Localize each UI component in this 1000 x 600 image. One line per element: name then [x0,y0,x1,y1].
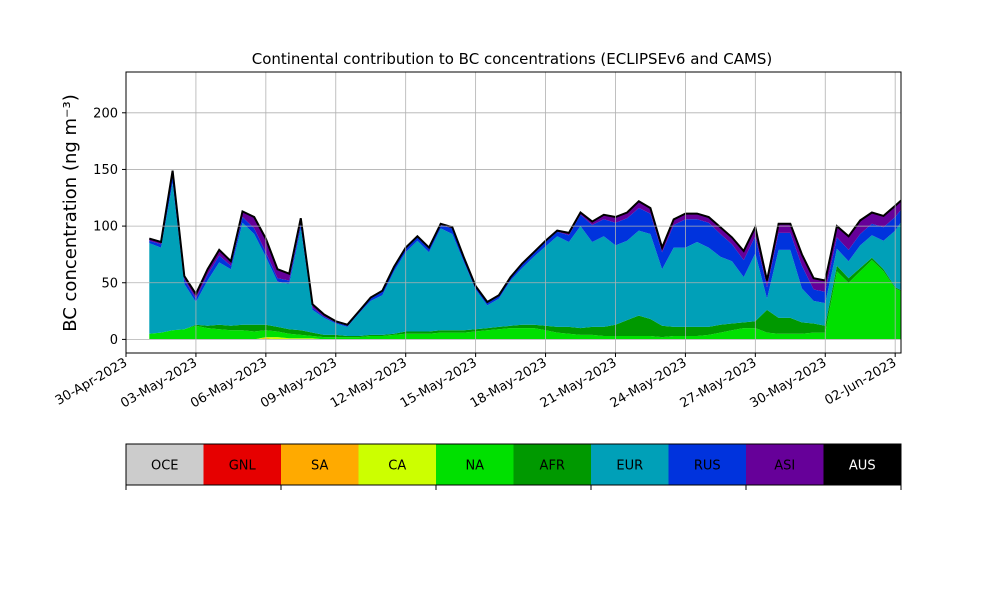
plot-area: 30-Apr-202303-May-202306-May-202309-May-… [53,71,902,411]
legend-frame [125,443,902,486]
x-tick-label: 12-May-2023 [328,355,410,411]
legend-swatch-eur [591,444,669,485]
x-tick-label: 03-May-2023 [118,355,200,411]
legend-swatch-sa [281,444,359,485]
y-tick-label: 50 [101,276,118,291]
legend-label-asi: ASI [774,459,795,474]
x-tick-label: 15-May-2023 [398,355,480,411]
series-area-afr [149,257,901,338]
x-tick-label: 06-May-2023 [188,355,270,411]
x-tick-label: 21-May-2023 [538,355,620,411]
x-tick-label: 30-Apr-2023 [53,355,130,408]
legend-swatch-na [436,444,514,485]
y-tick-label: 100 [93,220,118,235]
legend: OCE GNL SA CA NA AFR EUR RUS ASI AUS [125,443,902,490]
total-line [149,170,901,326]
series-area-rus [149,174,901,327]
x-tick-label: 18-May-2023 [468,355,550,411]
legend-label-ca: CA [388,459,406,474]
x-tick-label: 02-Jun-2023 [822,355,899,408]
legend-swatch-gnl [203,444,281,485]
x-tick-label: 30-May-2023 [748,355,830,411]
x-tick-label: 27-May-2023 [678,355,760,411]
legend-label-sa: SA [311,459,328,474]
plot-frame [125,71,902,354]
legend-label-afr: AFR [540,459,565,474]
x-tick-label: 24-May-2023 [608,355,690,411]
legend-label-eur: EUR [616,459,643,474]
series-area-eur [149,183,901,336]
legend-swatch-oce [126,444,204,485]
y-tick-label: 200 [93,106,118,121]
legend-label-aus: AUS [849,459,876,474]
series-area-na [149,260,901,340]
x-tick-label: 09-May-2023 [258,355,340,411]
series-areas [149,170,901,340]
y-axis-label: BC concentration (ng m⁻³) [60,94,81,332]
y-tick-label: 150 [93,163,118,178]
legend-label-na: NA [465,459,484,474]
legend-swatch-afr [513,444,591,485]
legend-swatch-aus [823,444,901,485]
legend-swatch-asi [746,444,824,485]
legend-swatch-ca [358,444,436,485]
legend-label-gnl: GNL [229,459,257,474]
y-tick-label: 0 [110,333,118,348]
legend-swatch-rus [668,444,746,485]
chart-title: Continental contribution to BC concentra… [252,50,773,68]
legend-label-rus: RUS [694,459,721,474]
legend-label-oce: OCE [151,459,179,474]
